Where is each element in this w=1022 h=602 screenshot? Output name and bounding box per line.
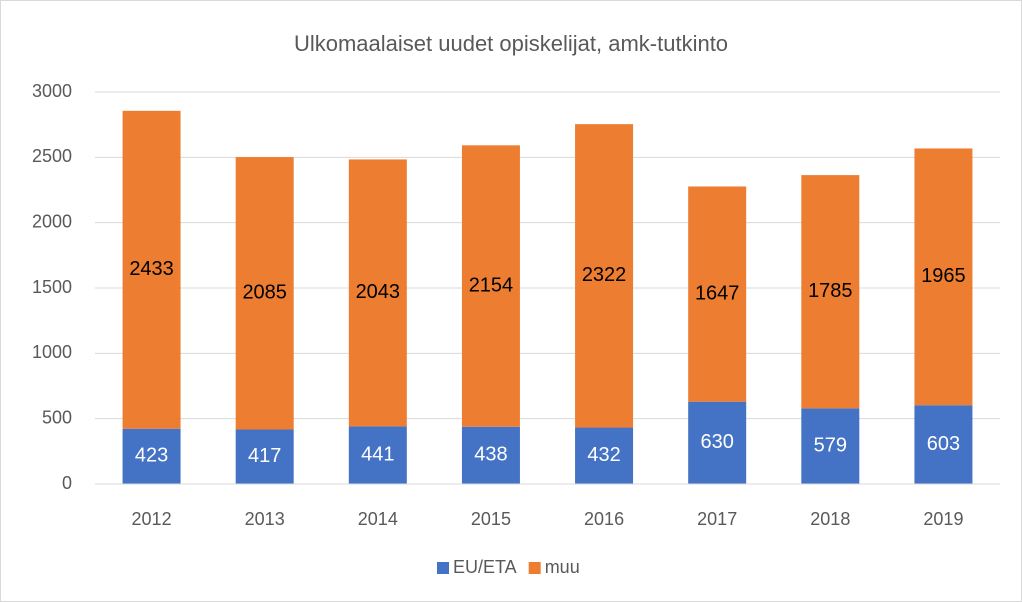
data-label: 2043	[356, 281, 401, 303]
data-label: 603	[927, 433, 960, 455]
chart-title: Ulkomaalaiset uudet opiskelijat, amk-tut…	[294, 31, 728, 56]
x-tick-label: 2013	[245, 509, 285, 529]
y-tick-label: 1500	[32, 277, 72, 297]
legend-label: muu	[545, 557, 580, 577]
data-label: 2085	[242, 282, 287, 304]
bar-segment	[575, 427, 634, 484]
bar-segment	[122, 110, 181, 429]
data-label: 1647	[695, 282, 740, 304]
bar-segment	[801, 408, 860, 484]
data-label: 2433	[129, 258, 174, 280]
y-tick-label: 3000	[32, 81, 72, 101]
bar-segment	[235, 157, 294, 430]
bar-segment	[348, 159, 407, 427]
bar-segment	[348, 426, 407, 484]
y-tick-label: 2500	[32, 146, 72, 166]
bar-segment	[461, 426, 520, 484]
data-label: 423	[135, 445, 168, 467]
data-label: 2322	[582, 264, 627, 286]
bar-segment	[235, 429, 294, 484]
x-tick-label: 2018	[810, 509, 850, 529]
bar-segment	[122, 428, 181, 484]
x-tick-label: 2016	[584, 509, 624, 529]
bar-segment	[575, 124, 634, 428]
legend-swatch	[528, 562, 541, 574]
y-tick-label: 0	[62, 473, 72, 493]
data-label: 2154	[469, 274, 514, 296]
data-label: 1785	[808, 280, 853, 302]
data-label: 441	[361, 443, 394, 465]
y-tick-label: 1000	[32, 342, 72, 362]
bar-segment	[801, 175, 860, 409]
bar-segment	[461, 145, 520, 427]
x-tick-label: 2019	[923, 509, 963, 529]
data-label: 579	[814, 434, 847, 456]
data-label: 630	[701, 431, 734, 453]
bar-segment	[688, 401, 747, 484]
y-tick-label: 500	[42, 407, 72, 427]
bar-segment	[914, 148, 973, 406]
bar-segment	[688, 186, 747, 402]
legend-swatch	[437, 562, 449, 574]
data-label: 432	[587, 444, 620, 466]
data-label: 438	[474, 444, 507, 466]
x-tick-label: 2014	[358, 509, 398, 529]
y-tick-label: 2000	[32, 211, 72, 231]
data-label: 417	[248, 445, 281, 467]
x-tick-label: 2017	[697, 509, 737, 529]
x-tick-label: 2012	[132, 509, 172, 529]
x-tick-label: 2015	[471, 509, 511, 529]
bar-segment	[914, 405, 973, 484]
data-label: 1965	[921, 265, 966, 287]
legend-label: EU/ETA	[453, 557, 517, 577]
